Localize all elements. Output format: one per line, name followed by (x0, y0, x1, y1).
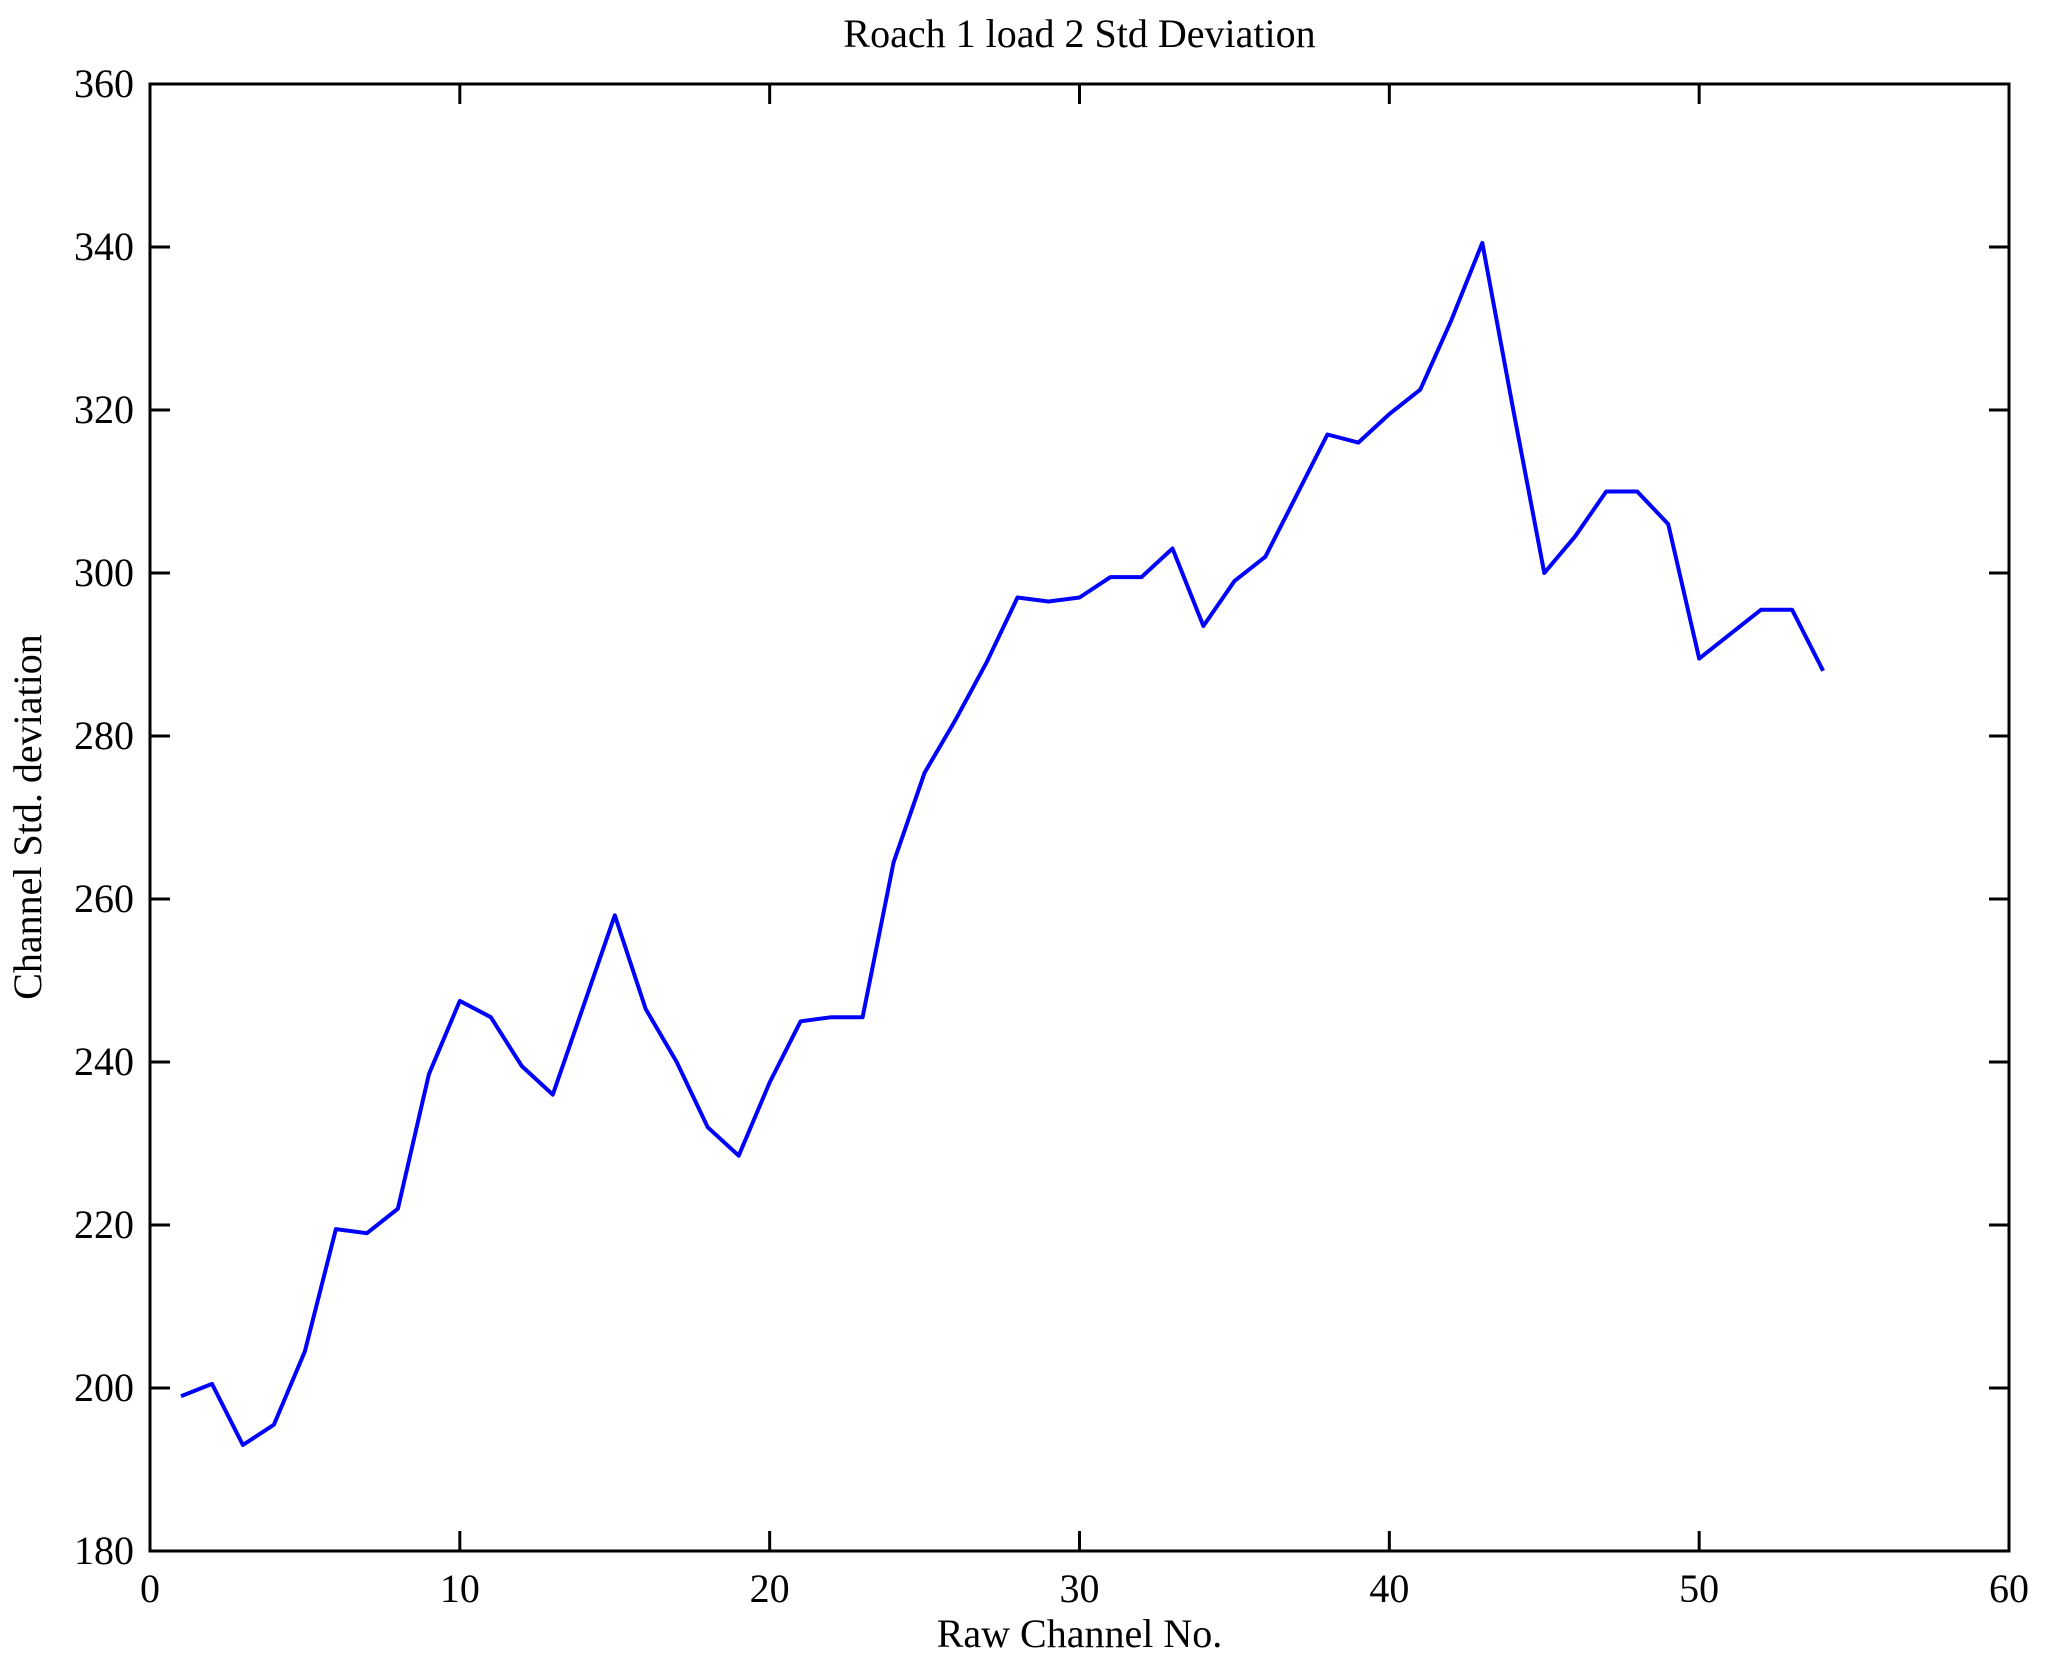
y-tick-label: 200 (74, 1365, 134, 1410)
data-line (180, 240, 1825, 1447)
y-tick-label: 300 (74, 550, 134, 595)
x-tick-label: 40 (1369, 1566, 1409, 1611)
plot-frame (148, 82, 2011, 1553)
x-tick-label: 10 (440, 1566, 480, 1611)
y-tick-label: 340 (74, 224, 134, 269)
x-tick-label: 20 (750, 1566, 790, 1611)
x-tick-label: 30 (1060, 1566, 1100, 1611)
x-tick-label: 0 (140, 1566, 160, 1611)
chart-title: Roach 1 load 2 Std Deviation (843, 11, 1316, 56)
y-tick-label: 280 (74, 713, 134, 758)
y-tick-label: 360 (74, 61, 134, 106)
x-tick-label: 60 (1989, 1566, 2029, 1611)
y-tick-label: 260 (74, 876, 134, 921)
y-tick-label: 240 (74, 1039, 134, 1084)
x-tick-label: 50 (1679, 1566, 1719, 1611)
y-tick-label: 180 (74, 1528, 134, 1573)
y-tick-label: 220 (74, 1202, 134, 1247)
y-tick-label: 320 (74, 387, 134, 432)
x-axis-label: Raw Channel No. (936, 1611, 1223, 1656)
